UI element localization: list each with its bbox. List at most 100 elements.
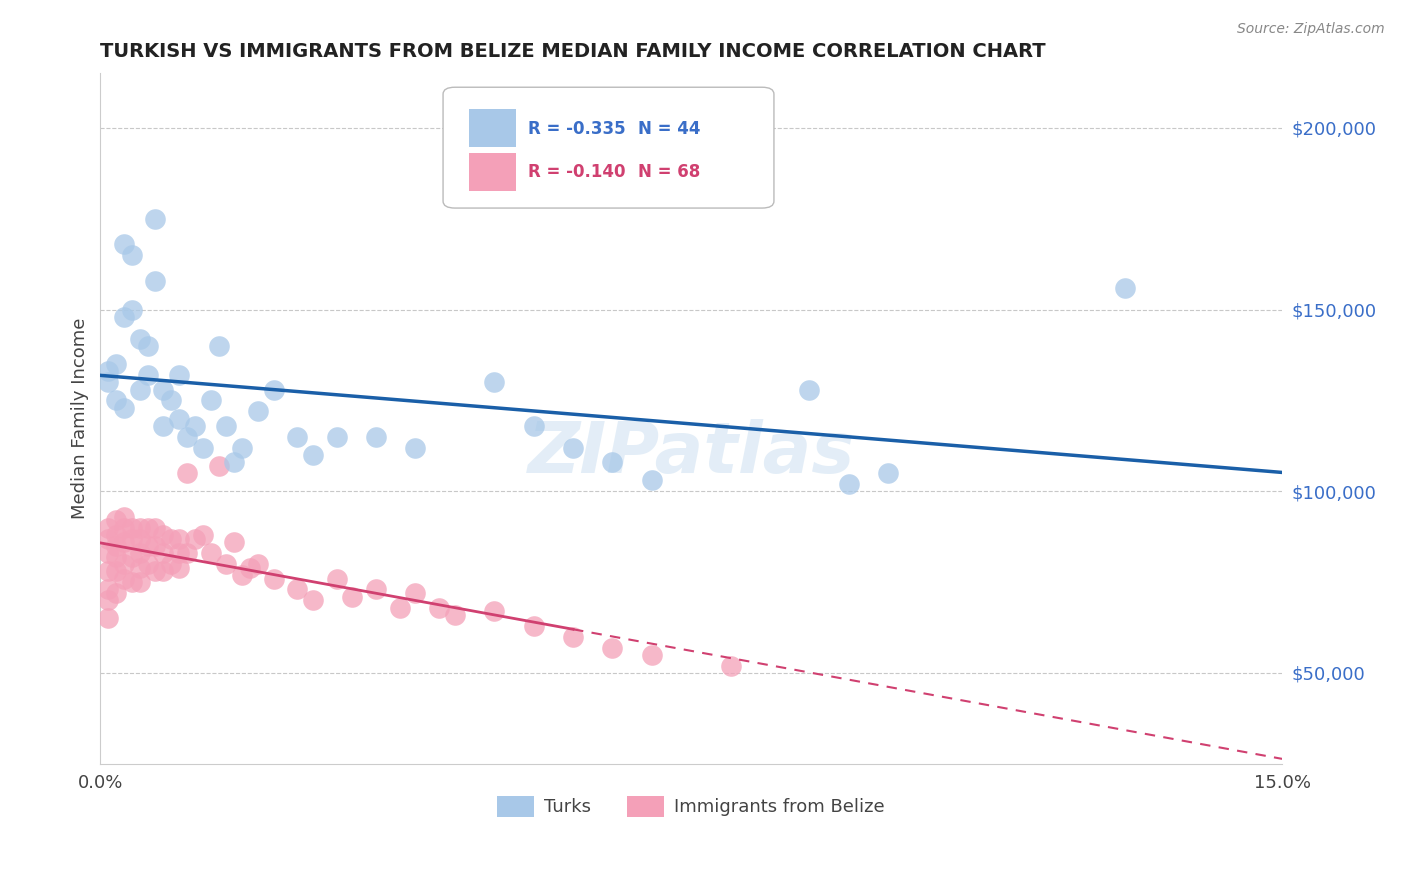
Point	[105, 564, 128, 578]
Bar	[470, 110, 516, 147]
Point	[176, 466, 198, 480]
Point	[176, 430, 198, 444]
Point	[405, 586, 427, 600]
Point	[562, 630, 585, 644]
Point	[167, 411, 190, 425]
Point	[97, 364, 120, 378]
Point	[184, 418, 207, 433]
Point	[136, 557, 159, 571]
Point	[121, 532, 143, 546]
Point	[342, 590, 364, 604]
Point	[112, 310, 135, 324]
Point	[136, 368, 159, 382]
Point	[97, 532, 120, 546]
Point	[285, 582, 308, 597]
Point	[97, 564, 120, 578]
Point	[263, 383, 285, 397]
Point	[720, 658, 742, 673]
Point	[167, 546, 190, 560]
Point	[224, 535, 246, 549]
Point	[145, 539, 167, 553]
Point	[112, 535, 135, 549]
Point	[121, 549, 143, 564]
Point	[128, 546, 150, 560]
Point	[246, 557, 269, 571]
Point	[224, 455, 246, 469]
Point	[112, 401, 135, 415]
Point	[121, 575, 143, 590]
Point	[167, 368, 190, 382]
Point	[484, 604, 506, 618]
Point	[215, 557, 238, 571]
Point	[121, 248, 143, 262]
Point	[263, 572, 285, 586]
Point	[136, 339, 159, 353]
Point	[799, 383, 821, 397]
Point	[325, 572, 347, 586]
Point	[325, 430, 347, 444]
Point	[405, 441, 427, 455]
Point	[562, 441, 585, 455]
Point	[136, 539, 159, 553]
Point	[145, 211, 167, 226]
Point	[128, 560, 150, 574]
Point	[112, 237, 135, 252]
Point	[523, 418, 546, 433]
Point	[200, 393, 222, 408]
Point	[388, 600, 411, 615]
Point	[1114, 281, 1136, 295]
Point	[200, 546, 222, 560]
Point	[231, 441, 253, 455]
Point	[602, 640, 624, 655]
Point	[427, 600, 450, 615]
Point	[207, 458, 229, 473]
Point	[285, 430, 308, 444]
Point	[121, 521, 143, 535]
Point	[246, 404, 269, 418]
Point	[484, 376, 506, 390]
Point	[152, 383, 174, 397]
Point	[215, 418, 238, 433]
Point	[838, 477, 860, 491]
Text: R = -0.140: R = -0.140	[529, 163, 626, 181]
Point	[105, 586, 128, 600]
Point	[112, 521, 135, 535]
Point	[176, 546, 198, 560]
Point	[145, 274, 167, 288]
Text: Source: ZipAtlas.com: Source: ZipAtlas.com	[1237, 22, 1385, 37]
FancyBboxPatch shape	[443, 87, 773, 208]
Point	[145, 521, 167, 535]
Point	[167, 560, 190, 574]
Point	[112, 509, 135, 524]
Point	[105, 393, 128, 408]
Point	[152, 418, 174, 433]
Point	[364, 582, 387, 597]
Point	[112, 557, 135, 571]
Y-axis label: Median Family Income: Median Family Income	[72, 318, 89, 519]
Text: TURKISH VS IMMIGRANTS FROM BELIZE MEDIAN FAMILY INCOME CORRELATION CHART: TURKISH VS IMMIGRANTS FROM BELIZE MEDIAN…	[100, 42, 1046, 61]
Point	[302, 448, 325, 462]
Text: N = 44: N = 44	[638, 120, 700, 138]
Point	[641, 474, 664, 488]
Point	[302, 593, 325, 607]
Point	[105, 357, 128, 371]
Point	[97, 376, 120, 390]
Text: ZIPatlas: ZIPatlas	[527, 418, 855, 488]
Point	[877, 466, 900, 480]
Point	[121, 302, 143, 317]
Point	[364, 430, 387, 444]
Point	[191, 441, 214, 455]
Point	[128, 575, 150, 590]
Point	[167, 532, 190, 546]
Point	[207, 339, 229, 353]
Point	[105, 513, 128, 527]
Point	[97, 521, 120, 535]
Point	[444, 607, 467, 622]
Point	[184, 532, 207, 546]
Point	[602, 455, 624, 469]
Point	[97, 611, 120, 625]
Point	[128, 383, 150, 397]
Point	[152, 528, 174, 542]
Text: R = -0.335: R = -0.335	[529, 120, 626, 138]
Point	[523, 619, 546, 633]
